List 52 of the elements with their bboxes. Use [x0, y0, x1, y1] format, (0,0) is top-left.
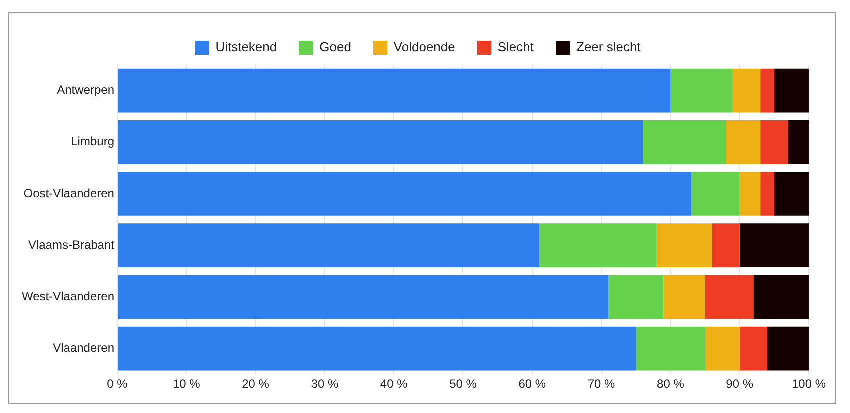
x-tick-label: 20 % — [242, 377, 270, 392]
bar — [539, 224, 657, 268]
bar — [118, 326, 636, 371]
x-tick-label: 0 % — [107, 377, 128, 392]
legend-label: Voldoende — [394, 40, 456, 55]
bar — [664, 275, 706, 320]
bar — [740, 326, 768, 371]
bar — [740, 172, 761, 216]
x-tick-label: 90 % — [726, 377, 754, 392]
x-tick-label: 50 % — [450, 377, 478, 392]
legend-label: Uitstekend — [216, 40, 278, 55]
x-tick-label: 40 % — [380, 377, 408, 392]
x-tick-label: 60 % — [518, 377, 546, 392]
y-tick-label: Oost-Vlaanderen — [24, 186, 114, 200]
bar — [768, 326, 809, 371]
bar — [760, 172, 774, 216]
bar — [788, 120, 809, 164]
bar — [118, 224, 540, 268]
bar — [118, 172, 692, 216]
bar — [732, 68, 761, 113]
bar — [774, 68, 809, 113]
x-tick-label: 30 % — [311, 377, 339, 392]
bar — [118, 120, 644, 164]
bar — [643, 120, 726, 164]
bar — [740, 224, 809, 268]
legend-label: Slecht — [498, 40, 534, 55]
bar — [608, 275, 664, 320]
y-tick-label: Antwerpen — [57, 83, 114, 98]
bar — [726, 120, 761, 164]
y-tick-label: Vlaams-Brabant — [28, 238, 116, 252]
bar — [636, 326, 706, 371]
x-tick-label: 100 % — [792, 377, 826, 392]
y-tick-label: Limburg — [71, 134, 114, 149]
bar — [760, 120, 788, 164]
legend-label: Goed — [320, 40, 352, 55]
x-tick-label: 80 % — [657, 377, 685, 392]
bar — [656, 224, 712, 268]
bar — [118, 68, 671, 113]
bar — [705, 275, 754, 320]
bar — [712, 224, 740, 268]
x-tick-label: 10 % — [172, 377, 201, 392]
x-tick-label: 70 % — [588, 377, 616, 392]
bar — [691, 172, 740, 216]
bar — [705, 326, 740, 371]
bar — [754, 275, 809, 320]
bar — [774, 172, 809, 216]
bar — [118, 275, 608, 320]
bar — [670, 68, 733, 113]
legend-label: Zeer slecht — [576, 40, 642, 55]
y-tick-label: West-Vlaanderen — [22, 290, 114, 304]
y-tick-label: Vlaanderen — [53, 341, 114, 356]
bar — [760, 68, 774, 113]
